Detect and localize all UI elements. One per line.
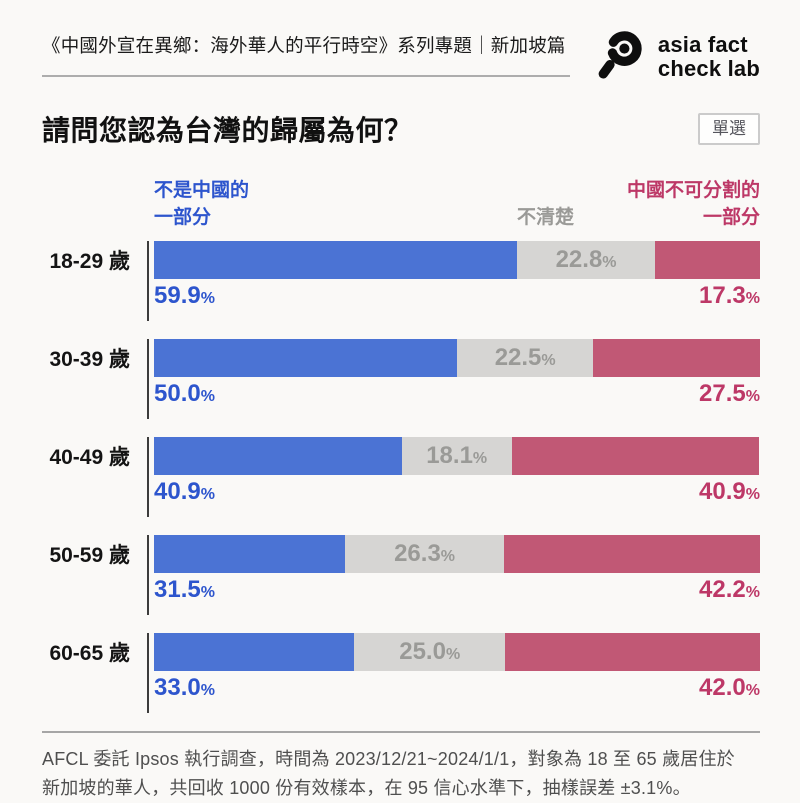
series-title: 《中國外宣在異鄉：海外華人的平行時空》系列專題｜新加坡篇 [42,35,566,56]
value-part-of-china: 17.3% [699,282,760,309]
value-unclear: 18.1% [426,442,488,469]
segment-unclear: 22.8% [516,241,656,279]
logo-wordmark: asia fact check lab [658,33,760,81]
logo-line-1: asia fact [657,32,748,58]
segment-part-of-china [655,241,760,279]
value-not-part-of-china: 31.5% [154,576,215,603]
afcl-logo: asia fact check lab [594,26,760,86]
segment-not-part-of-china [154,633,354,671]
segment-not-part-of-china [154,339,457,377]
stacked-bar: 22.5% [154,339,760,377]
value-unclear: 26.3% [394,540,456,567]
segment-not-part-of-china [154,535,345,573]
header: 《中國外宣在異鄉：海外華人的平行時空》系列專題｜新加坡篇 asia fact c… [42,26,760,86]
footer: AFCL 委託 Ipsos 執行調查，時間為 2023/12/21~2024/1… [42,731,760,803]
legend-part-of-china: 中國不可分割的 一部分 [626,180,760,229]
magnifier-icon [594,28,648,86]
stacked-bar: 22.8% [154,241,760,279]
segment-unclear: 26.3% [344,535,505,573]
value-not-part-of-china: 33.0% [154,674,215,701]
value-not-part-of-china: 40.9% [154,478,215,505]
stacked-bar: 25.0% [154,633,760,671]
value-part-of-china: 42.2% [699,576,760,603]
segment-not-part-of-china [154,241,517,279]
age-label: 18-29 歲 [49,250,130,273]
value-unclear: 22.8% [555,246,617,273]
segment-part-of-china [505,633,760,671]
segment-unclear: 22.5% [457,339,594,377]
stacked-bar: 26.3% [154,535,760,573]
bar-row-60-65: 60-65 歲 25.0% 33.0% 42.0% [42,633,760,713]
segment-part-of-china [593,339,760,377]
segment-unclear: 25.0% [353,633,506,671]
single-choice-badge: 單選 [698,113,760,145]
methodology-line-1: AFCL 委託 Ipsos 執行調查，時間為 2023/12/21~2024/1… [42,749,735,769]
legend-not-part-of-china: 不是中國的 一部分 [154,180,250,229]
header-title-block: 《中國外宣在異鄉：海外華人的平行時空》系列專題｜新加坡篇 [42,26,570,77]
bar-row-30-39: 30-39 歲 22.5% 50.0% 27.5% [42,339,760,419]
value-part-of-china: 40.9% [699,478,760,505]
segment-not-part-of-china [154,437,402,475]
value-part-of-china: 27.5% [699,380,760,407]
question-title: 請問您認為台灣的歸屬為何？ [42,115,413,146]
methodology-note: AFCL 委託 Ipsos 執行調查，時間為 2023/12/21~2024/1… [42,745,760,803]
age-label: 40-49 歲 [49,446,130,469]
age-label: 60-65 歲 [49,642,130,665]
legend-unclear: 不清楚 [517,207,575,229]
chart-legend: 不是中國的 一部分 不清楚 中國不可分割的 一部分 [154,177,760,232]
bar-track: 22.5% 50.0% 27.5% [147,339,760,419]
value-unclear: 25.0% [399,638,461,665]
logo-line-2: check lab [657,56,760,81]
age-label: 50-59 歲 [49,544,130,567]
bar-row-40-49: 40-49 歲 18.1% 40.9% 40.9% [42,437,760,517]
segment-part-of-china [511,437,760,475]
segment-part-of-china [504,535,760,573]
value-not-part-of-china: 50.0% [154,380,215,407]
age-label: 30-39 歲 [49,348,130,371]
bar-track: 26.3% 31.5% 42.2% [147,535,760,615]
methodology-line-2: 新加坡的華人，共回收 1000 份有效樣本，在 95 信心水準下，抽樣誤差 ±3… [42,778,691,799]
stacked-bar-chart: 不是中國的 一部分 不清楚 中國不可分割的 一部分 18-29 歲 22.8% [42,177,760,713]
value-unclear: 22.5% [494,344,556,371]
segment-unclear: 18.1% [401,437,512,475]
bar-track: 18.1% 40.9% 40.9% [147,437,760,517]
value-not-part-of-china: 59.9% [154,282,215,309]
bar-row-50-59: 50-59 歲 26.3% 31.5% 42.2% [42,535,760,615]
question-row: 請問您認為台灣的歸屬為何？ 單選 [42,109,760,149]
bar-row-18-29: 18-29 歲 22.8% 59.9% 17.3% [42,241,760,321]
value-part-of-china: 42.0% [699,674,760,701]
bar-track: 25.0% 33.0% 42.0% [147,633,760,713]
bar-track: 22.8% 59.9% 17.3% [147,241,760,321]
stacked-bar: 18.1% [154,437,760,475]
